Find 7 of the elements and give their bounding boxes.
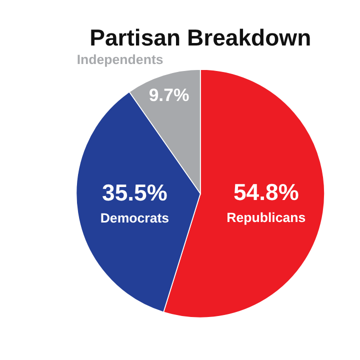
data-label: 35.5% bbox=[102, 179, 168, 206]
slice-label: Independents bbox=[76, 52, 164, 68]
slice-label: Republicans bbox=[226, 210, 306, 226]
data-label: 9.7% bbox=[148, 84, 190, 105]
chart-title: Partisan Breakdown bbox=[90, 24, 312, 51]
slice-label: Democrats bbox=[100, 210, 170, 226]
data-label: 54.8% bbox=[233, 179, 299, 206]
